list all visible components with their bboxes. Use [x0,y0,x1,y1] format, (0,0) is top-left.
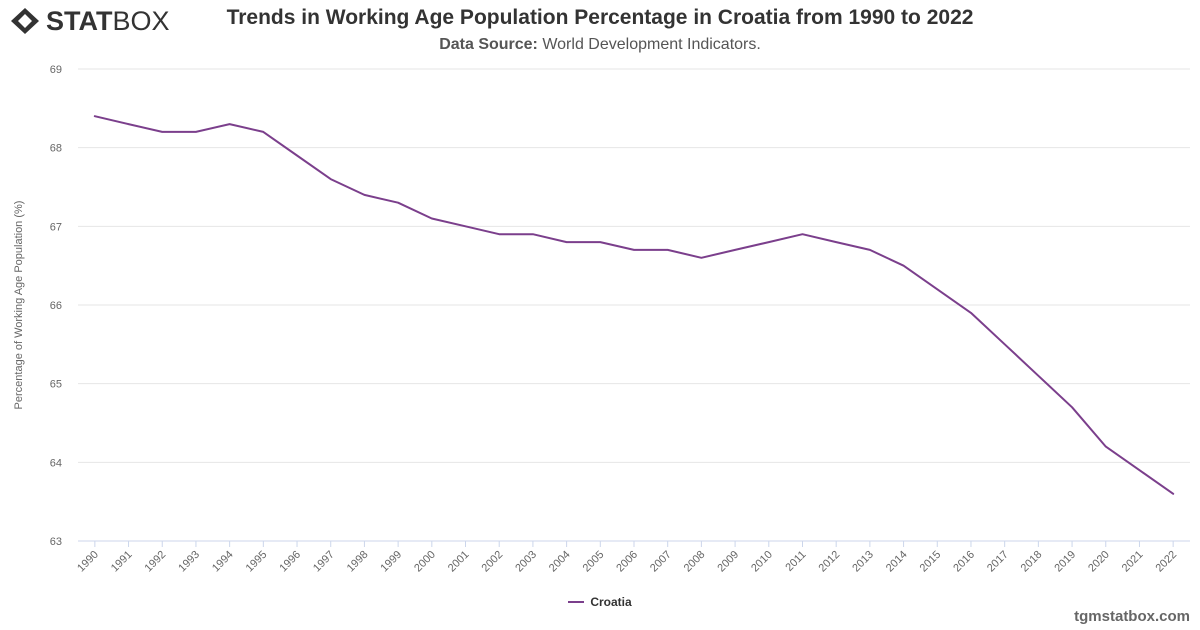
data-point[interactable] [329,177,333,181]
x-tick-label: 2005 [581,549,607,575]
x-tick-label: 1991 [109,549,135,575]
x-tick-label: 2007 [648,549,674,575]
x-tick-label: 1997 [311,549,337,575]
data-point[interactable] [1036,374,1040,378]
x-tick-label: 2008 [682,549,708,575]
site-credit: tgmstatbox.com [1074,608,1190,625]
statbox-logo: STATBOX [8,6,170,36]
data-point[interactable] [666,248,670,252]
x-tick-label: 2022 [1153,549,1179,575]
data-point[interactable] [1003,342,1007,346]
x-axis-ticks: 1990 1991 1992 1993 1994 1995 1996 1997 1998 1999… [75,540,1190,575]
data-point[interactable] [93,114,97,118]
data-point[interactable] [834,240,838,244]
statbox-logo-icon [11,8,39,34]
data-point[interactable] [497,232,501,236]
data-point[interactable] [160,130,164,134]
x-tick-label: 2000 [412,549,438,575]
x-tick-label: 2016 [951,549,977,575]
x-tick-label: 1992 [143,549,169,575]
x-tick-label: 2012 [817,549,843,575]
subtitle-source: World Development Indicators. [542,36,761,53]
y-tick-label: 65 [50,379,62,391]
data-point[interactable] [228,122,232,126]
data-point[interactable] [902,264,906,268]
data-point[interactable] [362,193,366,197]
x-tick-label: 2009 [715,549,741,575]
y-tick-label: 67 [50,221,62,233]
data-point[interactable] [1104,445,1108,449]
data-point[interactable] [127,122,131,126]
data-point[interactable] [396,201,400,205]
data-point[interactable] [565,240,569,244]
data-point[interactable] [969,311,973,315]
y-tick-label: 69 [50,64,62,76]
legend-label: Croatia [590,595,632,609]
data-point[interactable] [1137,468,1141,472]
data-point[interactable] [261,130,265,134]
data-point[interactable] [868,248,872,252]
data-point[interactable] [935,287,939,291]
y-axis-ticks: 63 64 65 66 67 68 69 [50,64,62,548]
legend-swatch [568,601,585,603]
y-tick-label: 68 [50,143,62,155]
x-tick-label: 2002 [480,549,506,575]
legend[interactable]: Croatia [0,595,1200,609]
x-tick-label: 1998 [345,549,371,575]
data-point[interactable] [733,248,737,252]
data-point[interactable] [598,240,602,244]
series-group [93,114,1175,496]
x-tick-label: 2006 [614,549,640,575]
x-tick-label: 2019 [1052,549,1078,575]
x-tick-label: 2014 [884,549,910,575]
x-tick-label: 2001 [446,549,472,575]
x-tick-label: 1994 [210,549,236,575]
x-tick-label: 2010 [749,549,775,575]
data-point[interactable] [194,130,198,134]
y-tick-label: 63 [50,536,62,548]
logo-text: STATBOX [46,6,170,36]
data-point[interactable] [800,232,804,236]
x-tick-label: 2017 [985,549,1011,575]
x-tick-label: 2013 [850,549,876,575]
data-point[interactable] [430,216,434,220]
x-tick-label: 2015 [918,549,944,575]
data-point[interactable] [531,232,535,236]
x-tick-label: 1999 [378,549,404,575]
data-point[interactable] [464,224,468,228]
x-tick-label: 1993 [176,549,202,575]
subtitle-label: Data Source: [439,36,538,53]
x-tick-label: 2018 [1019,549,1045,575]
series-line-croatia[interactable] [93,115,1175,495]
x-tick-label: 2004 [547,549,573,575]
x-tick-label: 2020 [1086,549,1112,575]
chart-subtitle: Data Source: World Development Indicator… [0,36,1200,54]
x-tick-label: 1995 [244,549,270,575]
x-tick-label: 2003 [513,549,539,575]
data-point[interactable] [1070,405,1074,409]
x-tick-label: 2021 [1120,549,1146,575]
data-point[interactable] [699,256,703,260]
x-tick-label: 2011 [783,549,808,574]
data-point[interactable] [1171,492,1175,496]
y-tick-label: 64 [50,457,62,469]
x-tick-label: 1996 [277,549,303,575]
y-axis-label: Percentage of Working Age Population (%) [13,201,25,410]
grid-lines [78,68,1190,542]
data-point[interactable] [632,248,636,252]
x-tick-label: 1990 [75,549,101,575]
data-point[interactable] [767,240,771,244]
y-tick-label: 66 [50,300,62,312]
data-point[interactable] [295,154,299,158]
chart-title: Trends in Working Age Population Percent… [226,6,974,29]
